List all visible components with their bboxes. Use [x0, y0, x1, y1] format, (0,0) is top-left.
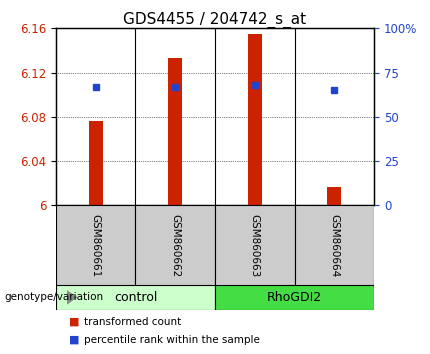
Bar: [168, 58, 182, 205]
Polygon shape: [67, 290, 77, 305]
Text: GSM860664: GSM860664: [329, 213, 339, 277]
Text: ■: ■: [69, 335, 79, 345]
Bar: [56, 285, 215, 310]
Bar: [135, 205, 215, 285]
Text: GSM860662: GSM860662: [170, 213, 180, 277]
Text: transformed count: transformed count: [84, 317, 181, 327]
Text: ■: ■: [69, 317, 79, 327]
Text: genotype/variation: genotype/variation: [4, 292, 104, 302]
Bar: [327, 187, 341, 205]
Bar: [295, 205, 374, 285]
Text: RhoGDI2: RhoGDI2: [267, 291, 322, 304]
Bar: [56, 205, 135, 285]
Bar: [215, 285, 374, 310]
Bar: [215, 205, 295, 285]
Text: percentile rank within the sample: percentile rank within the sample: [84, 335, 260, 345]
Bar: [89, 121, 103, 205]
Text: GSM860661: GSM860661: [91, 213, 101, 277]
Bar: [248, 34, 262, 205]
Title: GDS4455 / 204742_s_at: GDS4455 / 204742_s_at: [123, 12, 307, 28]
Text: GSM860663: GSM860663: [250, 213, 260, 277]
Text: control: control: [114, 291, 157, 304]
